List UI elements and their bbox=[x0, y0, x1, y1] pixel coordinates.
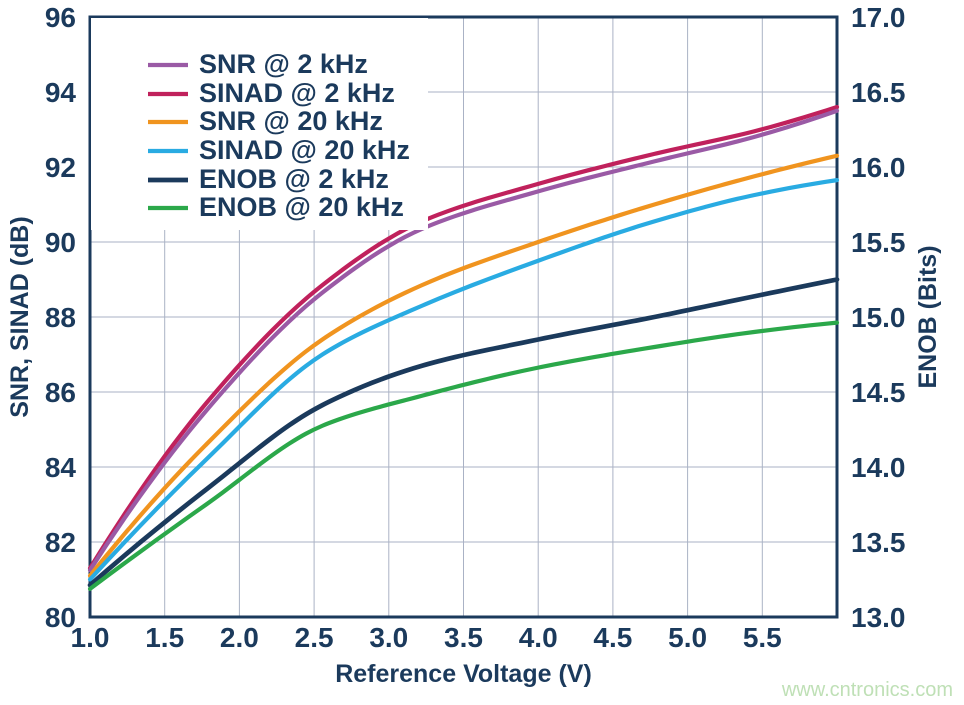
svg-text:2.0: 2.0 bbox=[220, 622, 259, 653]
svg-text:5.5: 5.5 bbox=[743, 622, 782, 653]
svg-text:88: 88 bbox=[45, 302, 76, 333]
svg-text:82: 82 bbox=[45, 527, 76, 558]
svg-text:SINAD @ 20 kHz: SINAD @ 20 kHz bbox=[199, 135, 410, 165]
svg-text:84: 84 bbox=[45, 452, 77, 483]
svg-text:1.5: 1.5 bbox=[145, 622, 184, 653]
svg-text:SINAD @ 2 kHz: SINAD @ 2 kHz bbox=[199, 78, 395, 108]
svg-text:4.5: 4.5 bbox=[593, 622, 632, 653]
svg-text:92: 92 bbox=[45, 152, 76, 183]
svg-text:16.5: 16.5 bbox=[851, 77, 906, 108]
svg-text:13.5: 13.5 bbox=[851, 527, 906, 558]
svg-text:14.5: 14.5 bbox=[851, 377, 906, 408]
svg-text:16.0: 16.0 bbox=[851, 152, 906, 183]
svg-text:94: 94 bbox=[45, 77, 77, 108]
svg-text:5.0: 5.0 bbox=[668, 622, 707, 653]
svg-text:3.0: 3.0 bbox=[369, 622, 408, 653]
svg-text:4.0: 4.0 bbox=[519, 622, 558, 653]
svg-text:ENOB @ 2 kHz: ENOB @ 2 kHz bbox=[199, 164, 389, 194]
svg-text:ENOB @ 20 kHz: ENOB @ 20 kHz bbox=[199, 192, 404, 222]
svg-text:15.5: 15.5 bbox=[851, 227, 906, 258]
svg-text:13.0: 13.0 bbox=[851, 602, 906, 633]
svg-text:SNR, SINAD (dB): SNR, SINAD (dB) bbox=[6, 216, 34, 417]
svg-text:15.0: 15.0 bbox=[851, 302, 906, 333]
svg-text:90: 90 bbox=[45, 227, 76, 258]
svg-text:14.0: 14.0 bbox=[851, 452, 906, 483]
svg-text:3.5: 3.5 bbox=[444, 622, 483, 653]
svg-text:17.0: 17.0 bbox=[851, 2, 906, 33]
svg-text:SNR @ 20 kHz: SNR @ 20 kHz bbox=[199, 106, 383, 136]
svg-text:1.0: 1.0 bbox=[71, 622, 110, 653]
svg-text:SNR @ 2 kHz: SNR @ 2 kHz bbox=[199, 49, 368, 79]
svg-text:www.cntronics.com: www.cntronics.com bbox=[781, 679, 953, 701]
svg-text:2.5: 2.5 bbox=[295, 622, 334, 653]
svg-text:96: 96 bbox=[45, 2, 76, 33]
svg-text:ENOB (Bits): ENOB (Bits) bbox=[914, 245, 942, 388]
svg-text:86: 86 bbox=[45, 377, 76, 408]
svg-text:Reference Voltage (V): Reference Voltage (V) bbox=[335, 660, 592, 688]
